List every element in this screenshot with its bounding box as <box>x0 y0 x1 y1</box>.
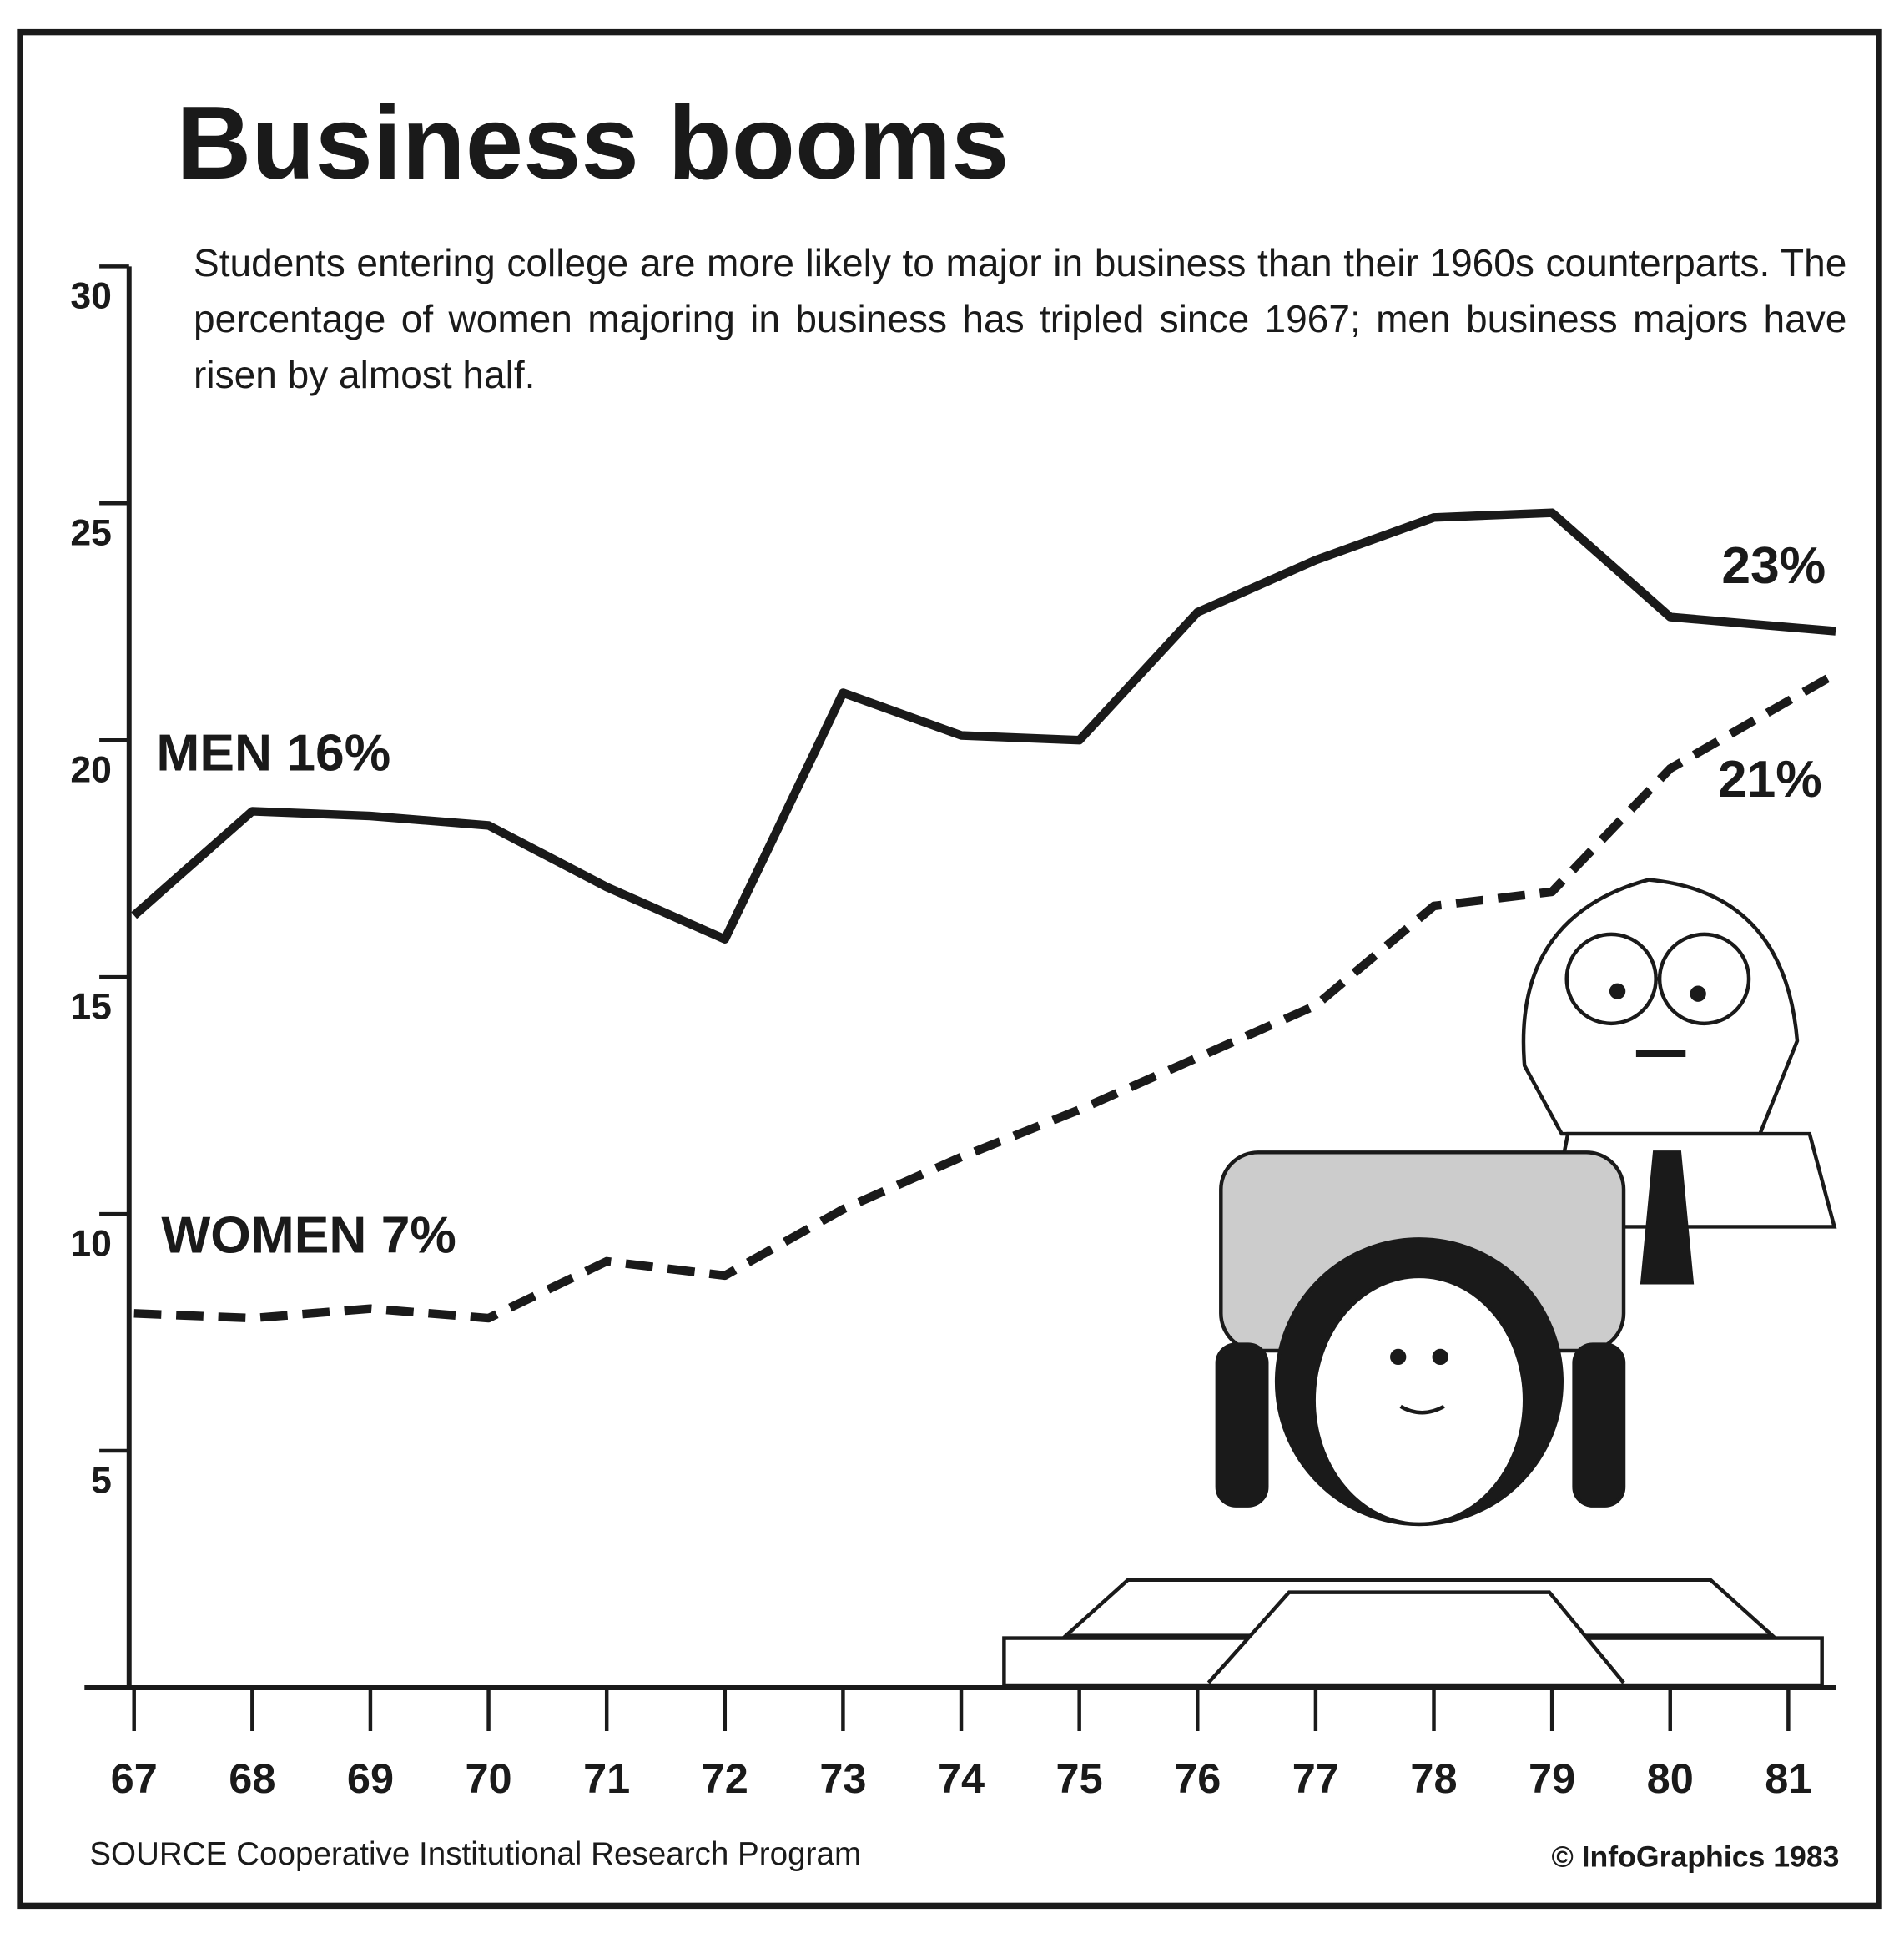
x-tick-label: 80 <box>1647 1754 1694 1802</box>
chart-title: Business booms <box>176 85 1009 201</box>
x-tick-label: 70 <box>465 1754 511 1802</box>
annotation: 21% <box>1718 751 1822 808</box>
y-tick-label: 5 <box>91 1460 112 1501</box>
x-tick-label: 81 <box>1765 1754 1811 1802</box>
annotation: WOMEN 7% <box>161 1207 456 1265</box>
x-tick-label: 76 <box>1174 1754 1221 1802</box>
y-tick-label: 30 <box>70 276 112 317</box>
chart: Business booms Students entering college… <box>0 0 1904 1938</box>
y-tick-label: 25 <box>70 513 112 554</box>
x-tick-label: 77 <box>1292 1754 1339 1802</box>
credit: © InfoGraphics 1983 <box>1551 1840 1839 1873</box>
source: SOURCE Cooperative Institutional Researc… <box>89 1836 861 1872</box>
x-tick-label: 68 <box>229 1754 275 1802</box>
x-tick-label: 72 <box>702 1754 748 1802</box>
subtitle-box: Students entering college are more likel… <box>194 235 1846 471</box>
x-tick-label: 71 <box>583 1754 630 1802</box>
x-tick-label: 73 <box>819 1754 866 1802</box>
x-tick-label: 78 <box>1410 1754 1457 1802</box>
x-tick-label: 79 <box>1529 1754 1575 1802</box>
x-tick-label: 69 <box>347 1754 394 1802</box>
annotation: 23% <box>1721 537 1826 595</box>
y-tick-label: 20 <box>70 750 112 791</box>
x-tick-label: 74 <box>938 1754 985 1802</box>
annotation: MEN 16% <box>156 725 390 783</box>
x-tick-label: 67 <box>111 1754 158 1802</box>
x-tick-label: 75 <box>1056 1754 1103 1802</box>
chart-subtitle: Students entering college are more likel… <box>194 235 1846 403</box>
page: {"chart_data": { "type": "line", "title"… <box>0 0 1904 1938</box>
y-tick-label: 10 <box>70 1223 112 1264</box>
y-tick-label: 15 <box>70 987 112 1028</box>
